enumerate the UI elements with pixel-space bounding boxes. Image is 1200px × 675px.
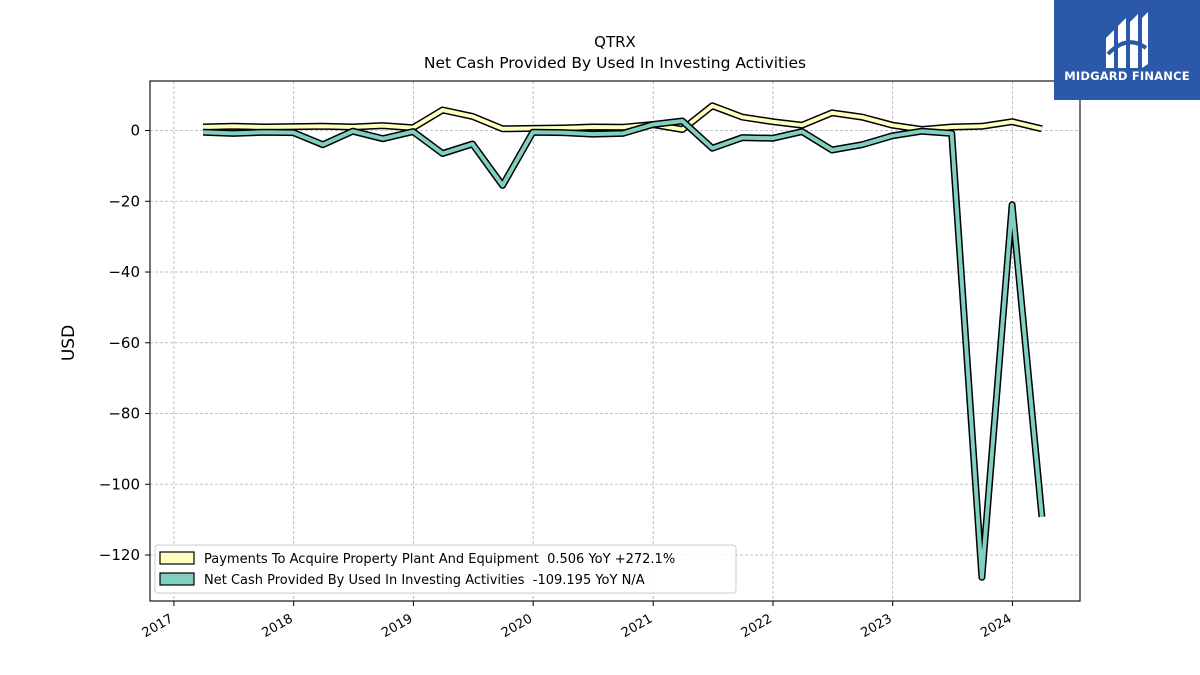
legend-swatch-ppe — [159, 551, 195, 565]
chart-title: QTRX — [594, 33, 636, 51]
series-layer — [202, 102, 1046, 581]
brand-name: MIDGARD FINANCE — [1064, 69, 1190, 83]
y-tick-label: 0 — [130, 122, 140, 140]
legend-swatch-investing — [159, 572, 195, 586]
series-line — [203, 119, 1044, 580]
y-tick-label: −60 — [108, 334, 140, 352]
x-tick-label: 2023 — [859, 611, 895, 641]
legend-frame — [154, 544, 737, 594]
y-tick-label: −100 — [99, 475, 140, 493]
brand-logo: MIDGARD FINANCE — [1054, 0, 1200, 100]
y-axis-label: USD — [59, 325, 79, 361]
legend-label-investing: Net Cash Provided By Used In Investing A… — [204, 573, 645, 588]
midgard-finance-logo-icon — [1106, 12, 1148, 68]
x-tick-label: 2021 — [619, 611, 655, 641]
series-net-investing-cash — [202, 117, 1046, 581]
legend: Payments To Acquire Property Plant And E… — [154, 544, 737, 594]
chart-subtitle: Net Cash Provided By Used In Investing A… — [424, 54, 806, 72]
grid-lines — [150, 81, 1080, 601]
plot-frame — [149, 80, 1081, 602]
series-ppe-payments — [203, 102, 1043, 133]
y-tick-label: −20 — [108, 192, 140, 210]
x-tick-label: 2020 — [499, 611, 535, 641]
x-tick-label: 2017 — [140, 611, 176, 641]
y-tick-label: −120 — [99, 546, 140, 564]
legend-label-ppe: Payments To Acquire Property Plant And E… — [204, 552, 675, 567]
x-axis-ticks: 2017 2018 2019 2020 2021 2022 2023 2024 — [140, 601, 1014, 641]
x-tick-label: 2022 — [739, 611, 775, 641]
y-tick-label: −40 — [108, 263, 140, 281]
y-tick-label: −80 — [108, 405, 140, 423]
x-tick-label: 2018 — [260, 611, 296, 641]
y-axis-ticks: 0 −20 −40 −60 −80 −100 −120 — [99, 122, 150, 564]
x-tick-label: 2024 — [978, 611, 1014, 641]
x-tick-label: 2019 — [379, 611, 415, 641]
series-line-outline — [202, 117, 1046, 581]
